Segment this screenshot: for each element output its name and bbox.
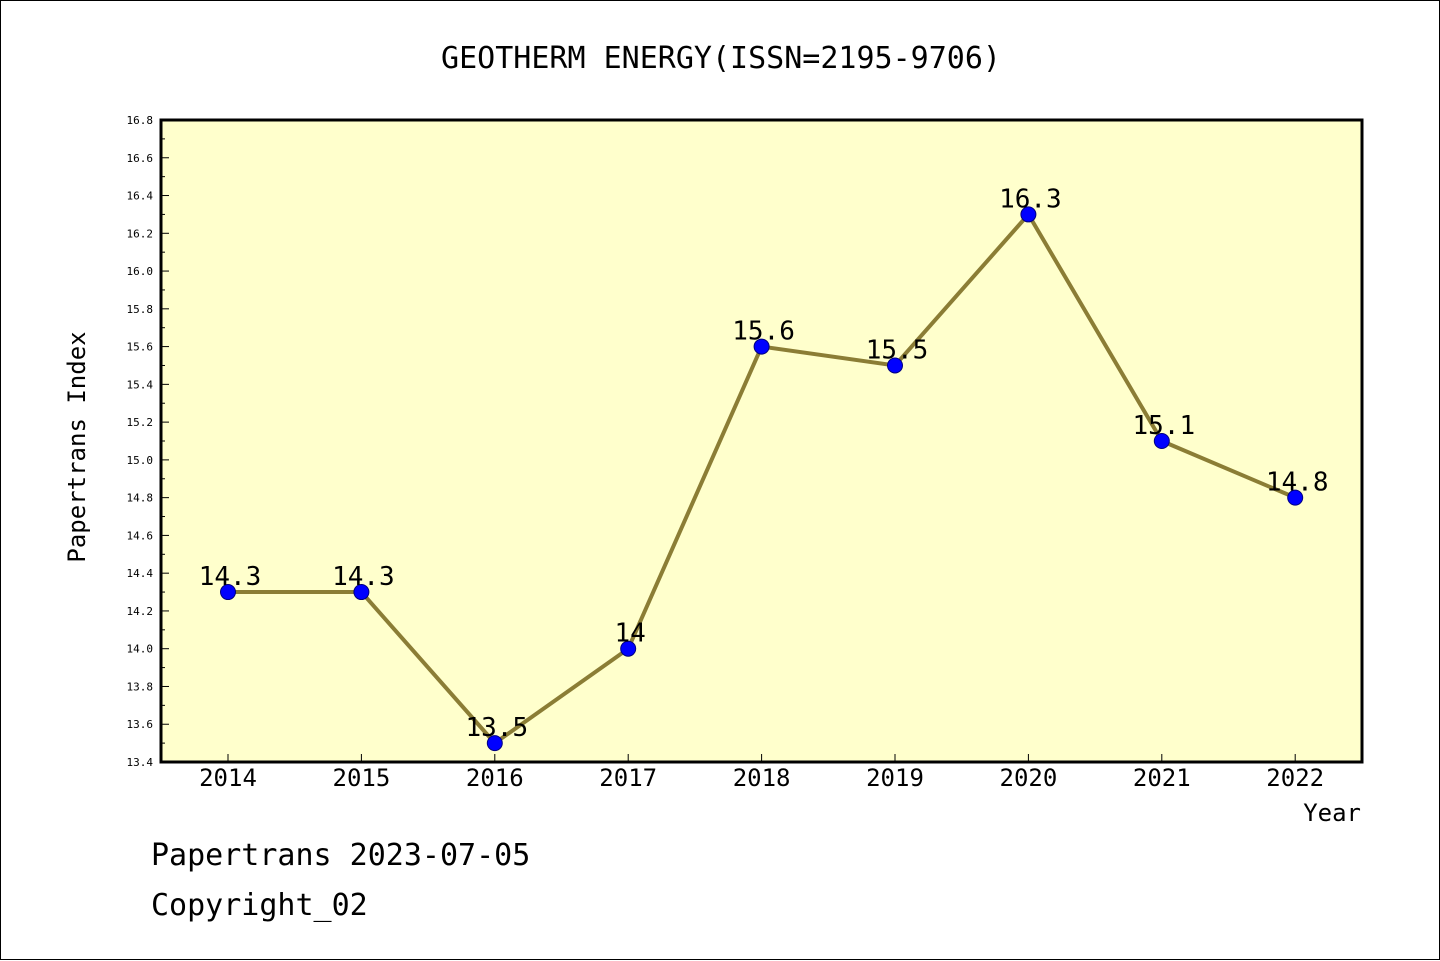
y-tick-label: 14.8: [127, 492, 154, 505]
data-point: [1287, 489, 1304, 506]
x-tick-label: 2019: [866, 764, 924, 792]
y-tick-label: 13.8: [127, 680, 154, 693]
plot-area: [159, 118, 1364, 764]
footer-copyright: Copyright_02: [151, 888, 368, 923]
y-tick-label: 14.6: [127, 529, 154, 542]
y-tick-label: 15.0: [127, 454, 154, 467]
y-tick-label: 15.6: [127, 341, 154, 354]
x-axis: 2014 2015 2016 2017 2018 2019 2020 2021 2022: [199, 754, 1324, 792]
data-point: [887, 357, 903, 374]
y-tick-label: 15.8: [127, 303, 154, 316]
y-tick-label: 14.2: [127, 605, 154, 618]
y-tick-label: 16.8: [127, 114, 154, 127]
y-tick-label: 15.2: [127, 416, 154, 429]
y-tick-label: 14.4: [127, 567, 154, 580]
data-point: [620, 640, 637, 657]
y-tick-label: 13.4: [127, 756, 154, 769]
x-tick-label: 2020: [1000, 764, 1058, 792]
x-tick-label: 2022: [1266, 764, 1324, 792]
data-point: [220, 584, 236, 601]
data-point: [353, 584, 370, 601]
data-point: [486, 735, 503, 752]
x-tick-label: 2014: [199, 764, 257, 792]
data-label: 16.3: [999, 184, 1062, 214]
x-axis-label: Year: [1303, 799, 1361, 827]
data-point: [753, 338, 770, 355]
data-point: [1153, 433, 1170, 449]
y-tick-label: 13.6: [127, 718, 154, 731]
y-tick-label: 16.2: [127, 227, 154, 240]
data-point: [1020, 206, 1037, 223]
data-label: 14: [615, 619, 646, 649]
data-label: 14.3: [332, 562, 395, 592]
series-layer: 14.3 14.3 13.5 14 15.6 15.5 16.3 15.1 14.8: [199, 184, 1329, 752]
data-label: 14.8: [1266, 468, 1329, 498]
data-label: 15.5: [866, 335, 929, 365]
x-tick-label: 2015: [333, 764, 391, 792]
data-label: 15.6: [732, 317, 795, 347]
x-tick-label: 2018: [733, 764, 791, 792]
y-tick-label: 16.4: [127, 190, 154, 203]
data-label: 13.5: [465, 713, 528, 743]
footer-date: Papertrans 2023-07-05: [151, 838, 530, 873]
x-tick-label: 2021: [1133, 764, 1191, 792]
y-tick-label: 14.0: [127, 643, 154, 656]
data-label: 15.1: [1132, 411, 1195, 441]
data-label: 14.3: [199, 562, 262, 592]
y-axis: 13.4 13.6 13.8 14.0 14.2 14.4 14.6 14.8 15.0 15.2…: [127, 114, 169, 769]
y-tick-label: 16.6: [127, 152, 154, 165]
x-tick-label: 2017: [599, 764, 657, 792]
y-tick-label: 15.4: [127, 378, 154, 391]
x-tick-label: 2016: [466, 764, 524, 792]
y-tick-label: 16.0: [127, 265, 154, 278]
y-axis-label: Papertrans Index: [63, 331, 91, 562]
chart-title: GEOTHERM ENERGY(ISSN=2195-9706): [441, 41, 1001, 76]
